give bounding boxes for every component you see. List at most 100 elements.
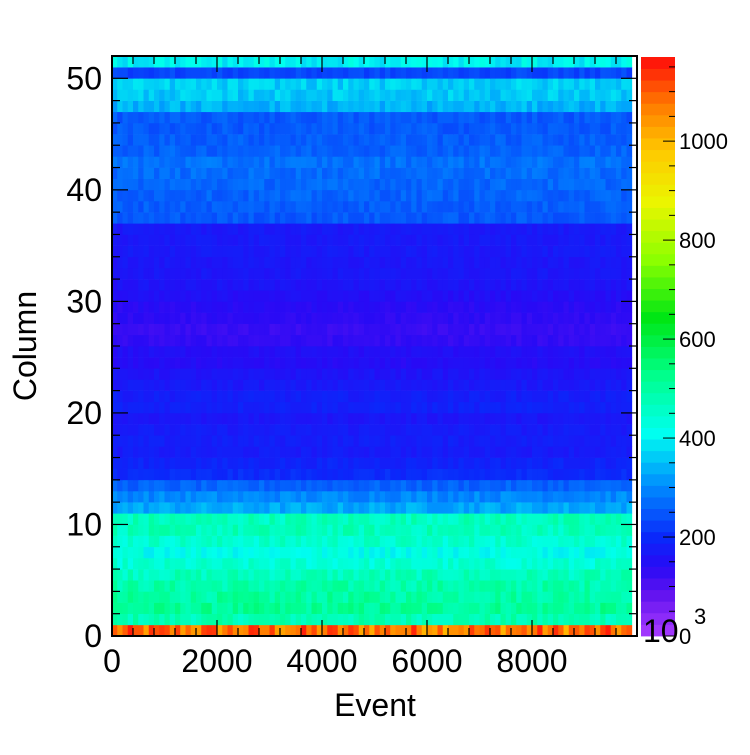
heatmap-cell xyxy=(175,412,181,425)
heatmap-cell xyxy=(232,189,239,202)
heatmap-cell xyxy=(269,435,276,447)
heatmap-cell xyxy=(316,446,323,458)
heatmap-cell xyxy=(448,390,454,403)
heatmap-cell xyxy=(185,580,192,592)
heatmap-cell xyxy=(537,234,543,246)
heatmap-cell xyxy=(217,234,223,246)
heatmap-cell xyxy=(217,111,223,124)
heatmap-cell xyxy=(311,468,318,481)
heatmap-cell xyxy=(379,323,386,336)
heatmap-cell xyxy=(206,134,213,146)
heatmap-cell xyxy=(374,535,381,548)
heatmap-cell xyxy=(416,613,423,626)
heatmap-cell xyxy=(616,189,622,202)
heatmap-cell xyxy=(432,111,438,124)
heatmap-cell xyxy=(122,301,129,313)
heatmap-cell xyxy=(379,412,386,425)
heatmap-cell xyxy=(295,267,302,280)
heatmap-cell xyxy=(574,122,580,135)
heatmap-cell xyxy=(311,457,318,469)
heatmap-cell xyxy=(526,312,533,324)
heatmap-cell xyxy=(411,256,417,269)
heatmap-cell xyxy=(421,245,428,258)
heatmap-cell xyxy=(201,557,207,570)
heatmap-cell xyxy=(133,401,139,414)
heatmap-cell xyxy=(154,145,160,157)
heatmap-cell xyxy=(217,546,223,559)
heatmap-cell xyxy=(532,580,538,592)
heatmap-cell xyxy=(558,479,564,492)
heatmap-cell xyxy=(411,301,417,313)
heatmap-cell xyxy=(589,290,596,302)
heatmap-cell xyxy=(264,323,270,336)
heatmap-cell xyxy=(537,468,543,481)
heatmap-cell xyxy=(574,78,580,90)
heatmap-cell xyxy=(238,613,244,626)
heatmap-cell xyxy=(259,67,265,79)
heatmap-cell xyxy=(584,390,591,403)
heatmap-cell xyxy=(469,591,475,603)
heatmap-cell xyxy=(238,256,244,269)
heatmap-cell xyxy=(196,502,202,514)
heatmap-cell xyxy=(495,301,501,313)
heatmap-cell xyxy=(180,134,186,146)
heatmap-cell xyxy=(479,122,486,135)
heatmap-cell xyxy=(316,613,323,626)
heatmap-cell xyxy=(253,535,260,548)
heatmap-cell xyxy=(364,312,370,324)
heatmap-cell xyxy=(222,78,228,90)
heatmap-cell xyxy=(306,591,312,603)
heatmap-cell xyxy=(185,368,192,380)
heatmap-cell xyxy=(201,301,207,313)
heatmap-cell xyxy=(164,234,171,246)
heatmap-cell xyxy=(547,569,554,581)
heatmap-cell xyxy=(584,267,591,280)
heatmap-cell xyxy=(364,479,370,492)
heatmap-cell xyxy=(621,468,627,481)
heatmap-cell xyxy=(505,156,512,168)
heatmap-cell xyxy=(458,334,465,347)
heatmap-cell xyxy=(479,535,486,548)
heatmap-cell xyxy=(227,323,234,336)
heatmap-cell xyxy=(537,312,543,324)
heatmap-cell xyxy=(495,78,501,90)
heatmap-cell xyxy=(353,624,360,637)
heatmap-cell xyxy=(374,100,381,113)
heatmap-cell xyxy=(248,78,255,90)
heatmap-cell xyxy=(379,535,386,548)
heatmap-cell xyxy=(232,234,239,246)
heatmap-cell xyxy=(385,412,391,425)
heatmap-cell xyxy=(400,569,407,581)
heatmap-cell xyxy=(290,513,297,525)
heatmap-cell xyxy=(337,546,344,559)
heatmap-cell xyxy=(516,100,522,113)
heatmap-cell xyxy=(547,446,554,458)
heatmap-cell xyxy=(369,368,375,380)
heatmap-cell xyxy=(222,145,228,157)
heatmap-cell xyxy=(432,546,438,559)
heatmap-cell xyxy=(259,479,265,492)
heatmap-cell xyxy=(374,513,381,525)
heatmap-cell xyxy=(274,346,281,358)
heatmap-cell xyxy=(127,502,134,514)
heatmap-cell xyxy=(474,145,480,157)
heatmap-cell xyxy=(243,524,249,536)
heatmap-cell xyxy=(274,580,281,592)
heatmap-cell xyxy=(442,78,449,90)
heatmap-cell xyxy=(201,201,207,213)
heatmap-cell xyxy=(395,613,402,626)
heatmap-cell xyxy=(374,435,381,447)
heatmap-cell xyxy=(343,412,349,425)
heatmap-cell xyxy=(301,602,307,614)
heatmap-cell xyxy=(112,524,118,536)
heatmap-cell xyxy=(238,267,244,280)
heatmap-cell xyxy=(558,89,564,101)
heatmap-cell xyxy=(390,301,396,313)
heatmap-cell xyxy=(595,513,601,525)
heatmap-cell xyxy=(316,67,323,79)
heatmap-cell xyxy=(238,624,244,637)
heatmap-cell xyxy=(369,546,375,559)
heatmap-cell xyxy=(337,613,344,626)
heatmap-cell xyxy=(232,435,239,447)
heatmap-cell xyxy=(322,569,328,581)
